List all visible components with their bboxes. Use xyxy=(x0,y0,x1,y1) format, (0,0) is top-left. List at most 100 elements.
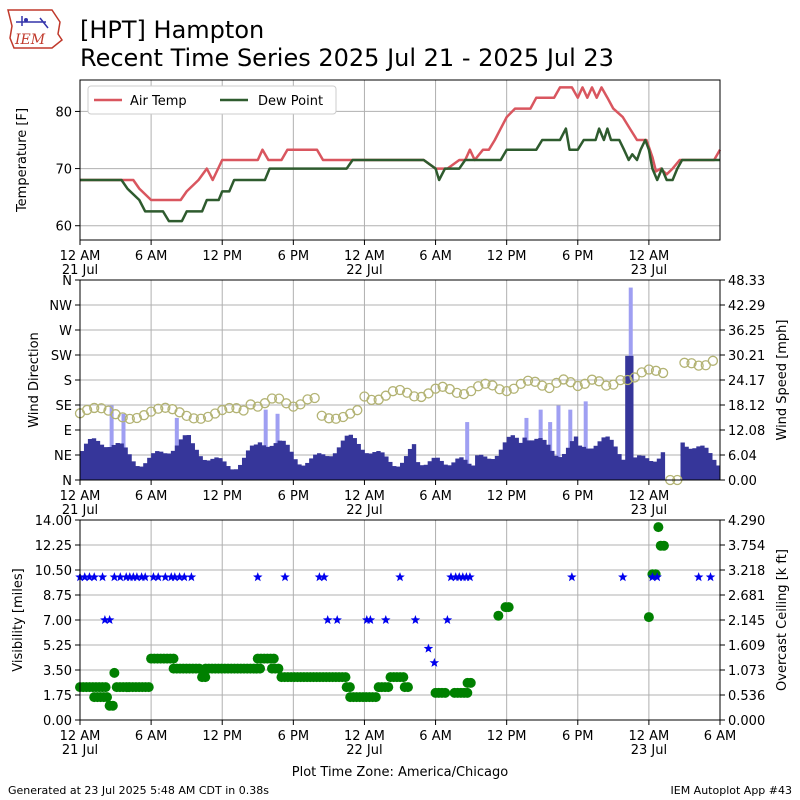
wind-speed-bar xyxy=(585,448,591,480)
wind-speed-bar xyxy=(305,462,310,480)
wind-direction-marker xyxy=(302,394,313,405)
ceiling-tick-label: 4.290 xyxy=(728,514,765,529)
temperature-legend: Air Temp Dew Point xyxy=(87,85,337,115)
speed-tick-label: 42.29 xyxy=(728,299,765,314)
wind-speed-bar xyxy=(561,453,567,480)
visibility-marker xyxy=(454,572,464,582)
wind-speed-bar xyxy=(625,355,630,480)
wind-speed-bar xyxy=(490,459,496,480)
wind-speed-bar xyxy=(648,460,654,480)
wind-speed-bar xyxy=(597,441,602,480)
visibility-marker xyxy=(179,572,190,582)
wind-speed-bar xyxy=(356,443,361,480)
wind-speed-bar xyxy=(443,464,448,480)
x-tick-label: 6 AM xyxy=(419,249,452,264)
ceiling-tick-label: 1.609 xyxy=(728,639,765,654)
wind-speed-bar xyxy=(293,459,298,480)
wind-direction-marker xyxy=(451,387,463,399)
wind-speed-bar xyxy=(162,453,168,480)
visibility-marker xyxy=(97,572,108,582)
wind-speed-bar xyxy=(680,442,685,480)
wind-speed-bar xyxy=(99,444,105,480)
x-date-label: 22 Jul xyxy=(346,503,382,518)
temperature-y-label: Temperature [F] xyxy=(15,108,30,213)
wind-speed-bar xyxy=(700,445,705,480)
wind-direction-marker xyxy=(238,405,249,416)
speed-tick-label: 0.00 xyxy=(728,474,757,489)
wind-speed-bar xyxy=(459,457,464,480)
wind-direction-marker xyxy=(473,381,484,392)
iem-logo: IEM xyxy=(7,9,64,49)
visibility-tick-label: 7.00 xyxy=(43,614,72,629)
x-tick-label: 12 AM xyxy=(628,729,669,744)
wind-speed-bar xyxy=(526,440,531,480)
visibility-marker xyxy=(332,615,342,624)
wind-direction-marker xyxy=(160,402,171,413)
wind-speed-bar xyxy=(530,440,535,480)
wind-speed-bar xyxy=(554,455,559,480)
chart-title-line2: Recent Time Series 2025 Jul 21 - 2025 Ju… xyxy=(80,44,614,72)
wind-direction-marker xyxy=(572,380,583,392)
wind-speed-bar xyxy=(593,445,598,480)
footer-generated: Generated at 23 Jul 2025 5:48 AM CDT in … xyxy=(8,784,269,797)
wind-direction-marker xyxy=(316,410,327,421)
wind-speed-bar xyxy=(273,443,278,480)
wind-direction-marker xyxy=(437,381,448,392)
wind-direction-marker xyxy=(622,374,633,386)
visibility-marker xyxy=(442,615,453,624)
wind-speed-bar xyxy=(471,465,476,480)
wind-direction-marker xyxy=(366,394,377,406)
visibility-marker xyxy=(253,572,263,582)
plot-timezone-label: Plot Time Zone: America/Chicago xyxy=(292,765,508,780)
wind-direction-marker xyxy=(224,402,235,414)
wind-speed-bar xyxy=(265,446,271,480)
visibility-marker xyxy=(280,572,290,582)
wind-gust-bar xyxy=(556,405,561,480)
wind-speed-bar xyxy=(613,446,618,480)
x-tick-label: 6 AM xyxy=(135,249,168,264)
wind-speed-bar xyxy=(111,444,116,480)
wind-speed-bar xyxy=(238,464,243,480)
wind-speed-bar xyxy=(486,458,492,480)
wind-speed-bar xyxy=(708,453,713,480)
x-date-label: 22 Jul xyxy=(346,263,382,278)
wind-speed-bar xyxy=(384,456,389,480)
speed-tick-label: 30.21 xyxy=(728,349,765,364)
visibility-marker xyxy=(136,572,147,582)
wind-speed-bar xyxy=(376,451,381,480)
visibility-marker xyxy=(128,572,139,582)
wind-direction-marker xyxy=(89,402,100,414)
wind-speed-bar xyxy=(696,446,701,480)
y-tick-label: 80 xyxy=(55,105,72,120)
wind-speed-bar xyxy=(455,458,460,480)
wind-speed-bar xyxy=(716,465,721,480)
x-tick-label: 12 AM xyxy=(60,249,101,264)
visibility-tick-label: 0.00 xyxy=(43,714,72,729)
wind-direction-marker xyxy=(501,385,512,397)
ceiling-tick-label: 3.754 xyxy=(728,539,765,554)
wind-speed-bar xyxy=(91,438,97,480)
x-tick-label: 6 AM xyxy=(135,489,168,504)
visibility-marker xyxy=(618,572,628,582)
wind-direction-marker xyxy=(231,403,242,414)
wind-speed-bar xyxy=(222,461,227,480)
x-tick-label: 12 PM xyxy=(487,729,527,744)
wind-speed-bar xyxy=(218,458,223,480)
wind-speed-bar xyxy=(502,442,508,480)
wind-speed-bar xyxy=(550,450,555,480)
wind-speed-bar xyxy=(565,447,571,480)
wind-direction-marker xyxy=(352,405,363,416)
visibility-tick-label: 3.50 xyxy=(43,664,72,679)
wind-speed-bar xyxy=(261,445,267,480)
visibility-tick-label: 10.50 xyxy=(35,564,72,579)
ceiling-marker xyxy=(462,687,473,698)
visibility-tick-label: 5.25 xyxy=(43,639,72,654)
wind-direction-marker xyxy=(657,367,669,379)
wind-speed-bar xyxy=(573,436,579,480)
wind-speed-bar xyxy=(467,463,472,480)
wind-direction-marker xyxy=(522,375,534,386)
ceiling-marker xyxy=(273,663,284,674)
wind-speed-bar xyxy=(609,439,614,480)
wind-speed-bar xyxy=(289,451,294,480)
